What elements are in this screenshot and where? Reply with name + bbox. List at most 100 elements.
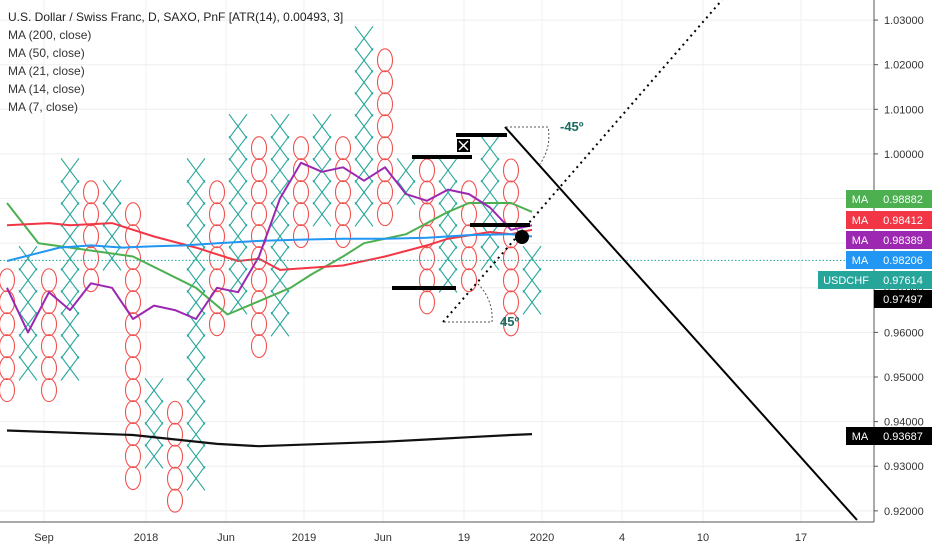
- o-mark: [334, 224, 352, 249]
- ma-line-200: [6, 429, 533, 448]
- x-mark: [480, 201, 500, 227]
- angle-arc-upper: [506, 126, 550, 165]
- legend-symbol[interactable]: U.S. Dollar / Swiss Franc, D, SAXO, PnF …: [8, 10, 344, 24]
- o-mark: [208, 246, 226, 271]
- o-mark: [82, 224, 100, 249]
- ma-line-14: [6, 233, 533, 262]
- x-mark: [102, 201, 122, 227]
- pnf-column-11: [208, 180, 226, 337]
- o-mark: [0, 378, 16, 403]
- price-tag-6: 0.97497: [874, 290, 932, 308]
- legend-ma200[interactable]: MA (200, close): [8, 28, 92, 42]
- o-mark: [418, 158, 436, 183]
- price-tag-value: 0.98389: [883, 235, 923, 247]
- x-mark: [18, 289, 38, 315]
- x-mark: [480, 135, 500, 161]
- x-mark: [312, 113, 332, 139]
- pnf-column-20: [396, 158, 416, 205]
- o-mark: [166, 422, 184, 447]
- pnf-column-18: [354, 25, 374, 227]
- x-mark: [102, 179, 122, 205]
- pnf-column-17: [334, 136, 352, 249]
- x-tick-label: Jun: [374, 532, 392, 544]
- o-mark: [418, 246, 436, 271]
- o-mark: [166, 400, 184, 425]
- x-mark: [354, 179, 374, 205]
- o-mark: [208, 202, 226, 227]
- legend-ma50[interactable]: MA (50, close): [8, 46, 85, 60]
- o-mark: [376, 114, 394, 139]
- o-mark: [124, 312, 142, 337]
- legend-ma14[interactable]: MA (14, close): [8, 82, 85, 96]
- x-mark: [18, 333, 38, 359]
- price-tag-label: MA: [852, 255, 869, 267]
- drawings[interactable]: -45º 45º: [0, 0, 874, 521]
- x-mark: [228, 245, 248, 271]
- pnf-column-7: [124, 202, 142, 491]
- uptrend-dotted-line[interactable]: [442, 0, 723, 323]
- pnf-column-4: [60, 158, 80, 381]
- o-mark: [166, 488, 184, 513]
- price-tag-label: USDCHF: [823, 275, 869, 287]
- price-tag-value: 0.97614: [883, 275, 923, 287]
- x-tick-label: Sep: [34, 532, 54, 544]
- legend-ma7[interactable]: MA (7, close): [8, 100, 79, 114]
- o-mark: [418, 202, 436, 227]
- x-mark: [354, 47, 374, 73]
- x-mark: [186, 355, 206, 381]
- o-mark: [124, 356, 142, 381]
- x-mark: [228, 201, 248, 227]
- pnf-column-8: [144, 377, 164, 469]
- o-mark: [502, 246, 520, 271]
- x-mark: [18, 355, 38, 381]
- o-mark: [460, 246, 478, 271]
- price-tag-value-bg: [874, 190, 932, 208]
- x-mark: [522, 245, 542, 271]
- o-mark: [40, 356, 58, 381]
- o-mark: [250, 136, 268, 161]
- x-mark: [228, 157, 248, 183]
- o-mark: [334, 158, 352, 183]
- downtrend-line[interactable]: [504, 126, 858, 521]
- x-mark: [186, 333, 206, 359]
- x-tick-label: 17: [795, 532, 807, 544]
- price-tag-label-bg: [846, 190, 874, 208]
- price-tag-value-bg: [874, 231, 932, 249]
- x-mark: [354, 113, 374, 139]
- o-mark: [502, 268, 520, 293]
- x-mark: [18, 245, 38, 271]
- ma-line-50: [6, 202, 533, 316]
- o-mark: [208, 224, 226, 249]
- x-mark: [438, 158, 458, 183]
- x-mark: [186, 377, 206, 403]
- price-tag-label-bg: [846, 427, 874, 445]
- o-mark: [40, 312, 58, 337]
- price-tag-label-bg: [846, 211, 874, 229]
- marker-dot[interactable]: [515, 230, 529, 244]
- o-mark: [376, 70, 394, 95]
- x-mark: [228, 135, 248, 161]
- o-mark: [166, 466, 184, 491]
- o-mark: [124, 290, 142, 315]
- o-mark: [208, 180, 226, 205]
- price-tag-value: 0.93687: [883, 431, 923, 443]
- o-mark: [376, 158, 394, 183]
- o-mark: [250, 290, 268, 315]
- legend-ma21[interactable]: MA (21, close): [8, 64, 85, 78]
- x-mark: [144, 377, 164, 403]
- x-mark: [438, 245, 458, 271]
- x-mark: [18, 311, 38, 337]
- o-mark: [502, 290, 520, 315]
- x-mark: [60, 158, 80, 183]
- o-mark: [250, 180, 268, 205]
- o-mark: [250, 334, 268, 359]
- x-mark: [480, 179, 500, 205]
- x-mark: [522, 289, 542, 315]
- o-mark: [334, 180, 352, 205]
- x-mark: [312, 201, 332, 227]
- x-mark: [438, 180, 458, 205]
- o-mark: [292, 224, 310, 249]
- pnf-column-24: [480, 135, 500, 271]
- o-mark: [0, 268, 16, 293]
